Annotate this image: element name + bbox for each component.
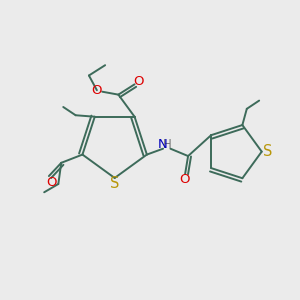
Text: O: O [46, 176, 57, 189]
Text: O: O [179, 173, 190, 186]
Text: N: N [158, 138, 168, 151]
Text: H: H [163, 138, 172, 151]
Text: S: S [263, 144, 273, 159]
Text: S: S [110, 176, 119, 191]
Text: O: O [133, 75, 143, 88]
Text: O: O [91, 84, 101, 97]
